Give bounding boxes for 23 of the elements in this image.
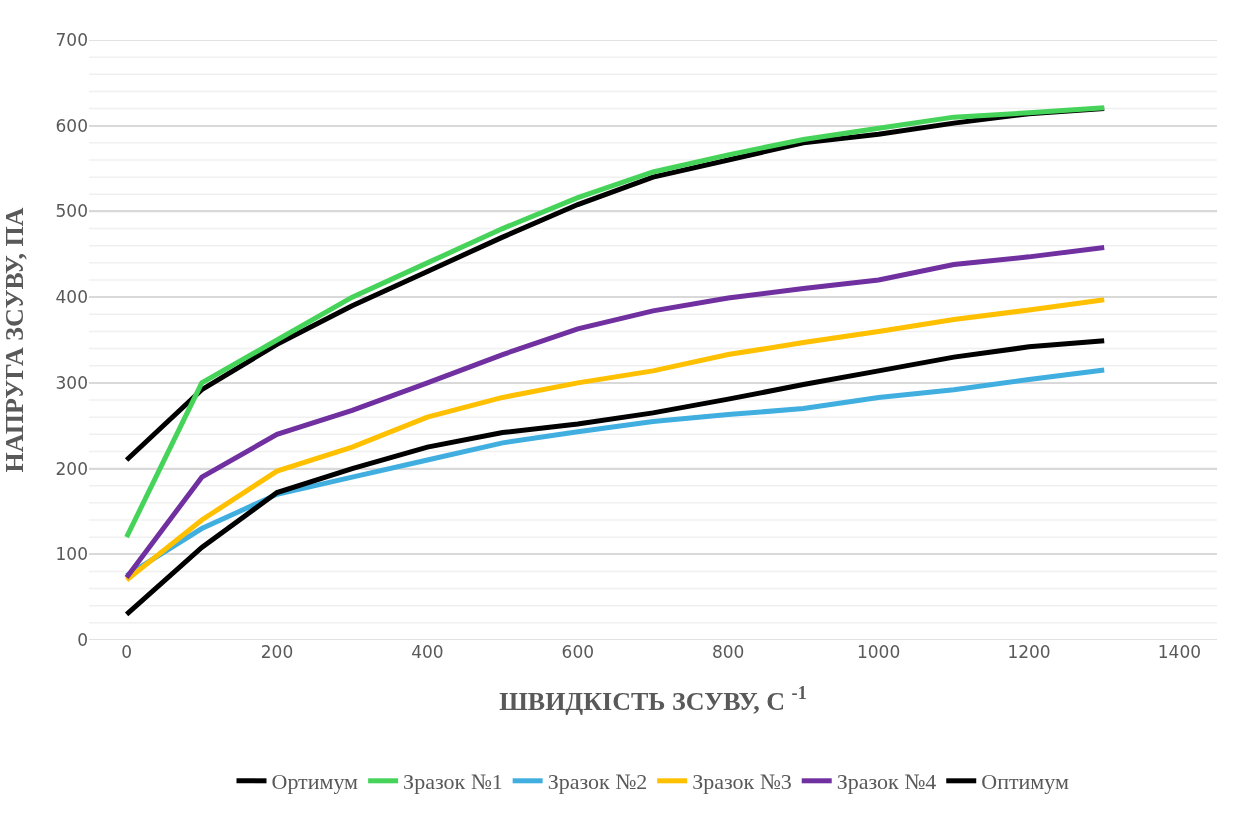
- x-tick-label: 800: [711, 642, 745, 662]
- legend-label: Зразок №4: [836, 769, 937, 795]
- x-tick-label: 600: [561, 642, 595, 662]
- legend-label: Оптимум: [981, 769, 1069, 795]
- y-tick-label: 600: [55, 115, 88, 136]
- legend-label: Зразок №1: [403, 769, 503, 795]
- y-tick-label: 100: [55, 544, 88, 565]
- y-tick-label: 500: [55, 201, 88, 222]
- x-tick-label: 400: [411, 642, 444, 662]
- y-tick-label: 300: [55, 372, 88, 393]
- legend-label: Зразок №2: [547, 769, 648, 795]
- x-tick-label: 1000: [856, 642, 901, 662]
- legend-label: Зразок №3: [692, 769, 792, 795]
- y-tick-label: 700: [55, 29, 88, 50]
- x-tick-label: 200: [260, 642, 294, 662]
- y-tick-label: 200: [55, 458, 88, 479]
- y-axis-title: НАПРУГА ЗСУВУ, ПА: [0, 207, 29, 473]
- legend-label: Ортимум: [271, 769, 359, 795]
- x-axis-title: ШВИДКІСТЬ ЗСУВУ, С $^{-1}$: [499, 682, 807, 716]
- x-tick-label: 1400: [1157, 642, 1202, 662]
- y-tick-label: 400: [55, 287, 88, 308]
- x-tick-label: 0: [121, 642, 133, 662]
- x-tick-label: 1200: [1007, 642, 1051, 662]
